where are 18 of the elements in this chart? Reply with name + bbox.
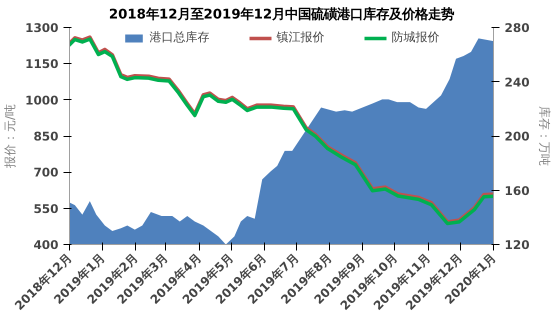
y-tick-label: 1150: [25, 57, 59, 72]
y-tick-label: 400: [33, 238, 59, 252]
y-tick-label: 700: [33, 166, 59, 180]
y-tick-label: 1000: [25, 93, 59, 108]
y2-tick-label: 160: [504, 184, 530, 198]
y2-axis-title: 库存：万吨: [538, 106, 552, 166]
legend-label: 港口总库存: [150, 29, 210, 46]
y2-tick-label: 200: [504, 130, 530, 144]
legend-label: 防城报价: [392, 29, 440, 46]
y-tick-label: 850: [33, 130, 59, 144]
y2-tick-label: 280: [504, 21, 530, 35]
y-tick-label: 550: [33, 202, 59, 216]
chart-title: 2018年12月至2019年12月中国硫磺港口库存及价格走势: [108, 6, 454, 22]
legend-label: 镇江报价: [276, 29, 324, 46]
y2-tick-label: 120: [504, 238, 530, 252]
y-axis-title: 报价：元/吨: [3, 104, 18, 170]
y2-tick-label: 240: [504, 75, 530, 90]
y-tick-label: 1300: [25, 21, 59, 35]
